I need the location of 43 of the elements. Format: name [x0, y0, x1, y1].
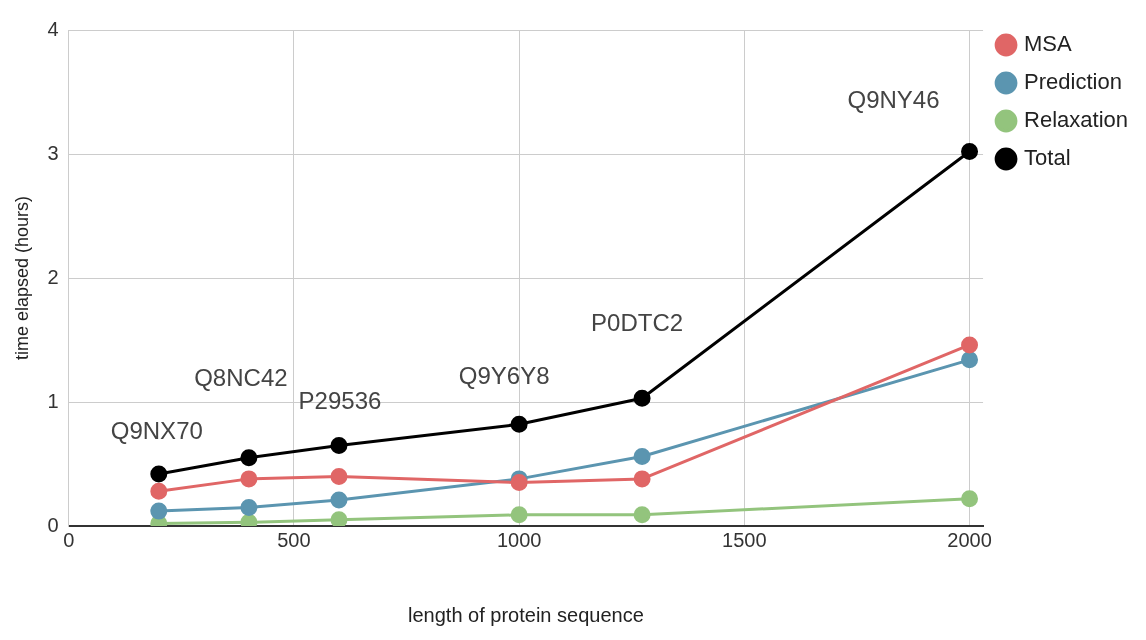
point [961, 351, 979, 369]
point [961, 490, 979, 508]
annotation: Q8NC42 [194, 364, 288, 392]
annotation: Q9Y6Y8 [458, 361, 550, 389]
legend-label: Prediction [1024, 69, 1122, 95]
point [510, 506, 528, 524]
point [330, 511, 348, 526]
point [240, 498, 258, 516]
point [510, 474, 528, 492]
point [510, 415, 528, 433]
legend-label: Relaxation [1024, 107, 1128, 133]
point [961, 143, 979, 161]
point [633, 470, 651, 488]
point [330, 467, 348, 485]
point [330, 436, 348, 454]
y-axis-title: time elapsed (hours) [11, 195, 32, 361]
y-tick-label: 4 [47, 17, 59, 40]
legend-label: MSA [1024, 31, 1073, 57]
x-tick-label: 2000 [947, 528, 992, 551]
x-tick-label: 1000 [496, 528, 542, 551]
point [633, 389, 651, 407]
y-tick-label: 1 [47, 389, 59, 412]
point [150, 465, 168, 483]
point [633, 506, 651, 524]
point [240, 449, 258, 467]
y-tick-label: 2 [47, 265, 59, 288]
point [240, 470, 258, 488]
legend-label: Total [1024, 145, 1071, 171]
x-tick-label: 500 [277, 528, 311, 551]
annotation: P29536 [298, 387, 382, 415]
y-tick-label: 3 [47, 141, 59, 164]
point [150, 482, 168, 500]
x-axis-title: length of protein sequence [408, 603, 644, 626]
point [633, 448, 651, 466]
point [150, 502, 168, 520]
annotation: Q9NY46 [847, 86, 940, 114]
point [961, 336, 979, 354]
annotation: Q9NX70 [110, 416, 203, 444]
x-tick-label: 0 [63, 528, 75, 551]
point [330, 491, 348, 509]
annotation: P0DTC2 [591, 308, 684, 336]
x-tick-label: 1500 [722, 528, 767, 551]
y-tick-label: 0 [47, 513, 59, 536]
